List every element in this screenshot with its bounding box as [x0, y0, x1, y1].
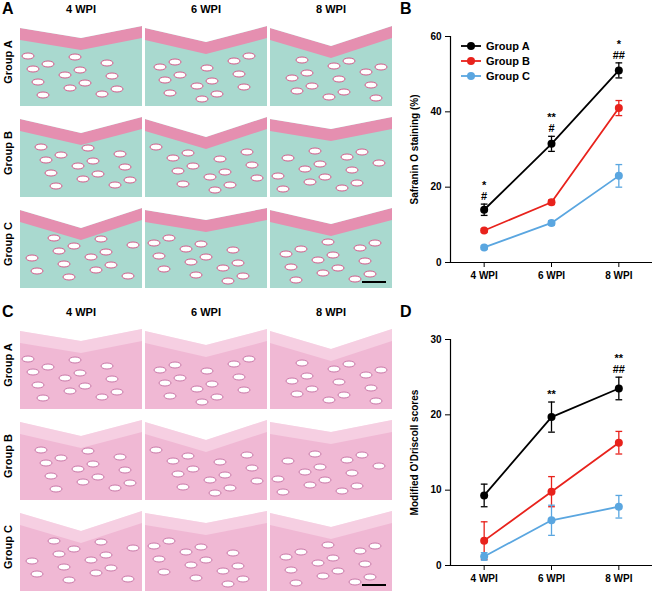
svg-text:6 WPI: 6 WPI [538, 573, 565, 584]
html-text:A: A [2, 0, 14, 17]
svg-text:Group C: Group C [2, 525, 14, 569]
html-text:Group A: Group A [486, 39, 530, 52]
svg-text:10: 10 [430, 484, 442, 495]
html-text:Group B: Group B [486, 54, 530, 67]
svg-text:6 WPI: 6 WPI [538, 270, 565, 281]
svg-text:20: 20 [430, 409, 442, 420]
svg-text:Group A: Group A [2, 343, 14, 387]
svg-text:8 WPI: 8 WPI [605, 270, 632, 281]
svg-text:Group C: Group C [2, 222, 14, 266]
svg-text:Group B: Group B [2, 434, 14, 478]
svg-text:*##: *## [613, 38, 625, 61]
html-text:8 WPI: 8 WPI [316, 306, 346, 318]
svg-text:8 WPI: 8 WPI [605, 573, 632, 584]
html-text:6 WPI: 6 WPI [191, 3, 221, 15]
svg-text:20: 20 [430, 181, 442, 192]
svg-text:60: 60 [430, 31, 442, 42]
html-text:8 WPI: 8 WPI [316, 3, 346, 15]
html-text:6 WPI: 6 WPI [191, 306, 221, 318]
svg-text:Safranin O staining (%): Safranin O staining (%) [409, 94, 420, 204]
html-text:4 WPI: 4 WPI [66, 306, 96, 318]
svg-text:*#: *# [481, 179, 487, 202]
svg-text:Modified O'Driscoll scores: Modified O'Driscoll scores [409, 389, 420, 515]
html-text:Group C: Group C [486, 69, 530, 82]
html-text:4 WPI: 4 WPI [66, 3, 96, 15]
html-text:D: D [400, 303, 412, 320]
svg-text:30: 30 [430, 334, 442, 345]
html-text:C: C [2, 303, 14, 320]
svg-text:40: 40 [430, 106, 442, 117]
svg-text:0: 0 [436, 560, 442, 571]
html-text:B: B [400, 0, 412, 17]
svg-text:4 WPI: 4 WPI [471, 270, 498, 281]
svg-text:Group A: Group A [2, 40, 14, 84]
svg-text:4 WPI: 4 WPI [471, 573, 498, 584]
svg-text:Group B: Group B [2, 131, 14, 175]
svg-text:**: ** [547, 388, 556, 400]
svg-text:0: 0 [436, 257, 442, 268]
svg-text:**##: **## [613, 352, 625, 375]
svg-text:**#: **# [547, 111, 556, 134]
